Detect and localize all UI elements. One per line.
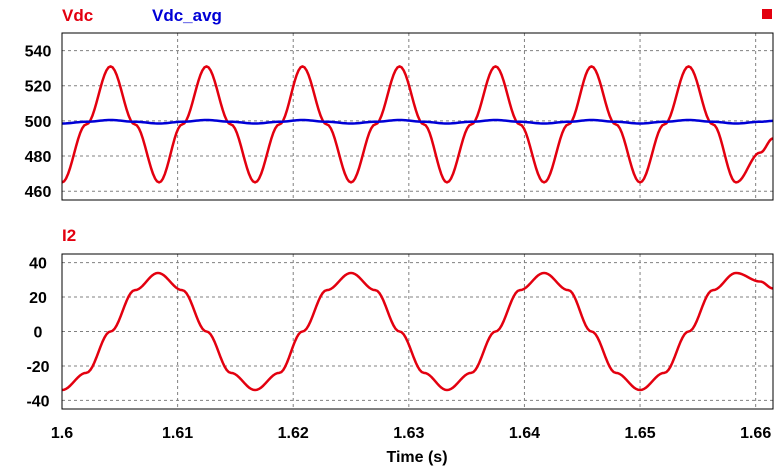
- frame-bottom: [61, 253, 774, 410]
- x-tick-label: 1.6: [51, 425, 73, 442]
- y-tick-label: 480: [25, 149, 52, 166]
- x-axis-label: Time (s): [386, 449, 447, 466]
- series-line-i2: [61, 271, 774, 392]
- series-line-vdc-avg: [61, 118, 774, 125]
- series-bottom: [61, 271, 774, 392]
- x-tick-label: 1.62: [278, 425, 309, 442]
- x-tick-label: 1.63: [393, 425, 424, 442]
- y-tick-label: -20: [26, 359, 49, 376]
- legend-vdc-avg[interactable]: Vdc_avg: [152, 6, 222, 25]
- series-top: [61, 65, 774, 184]
- y-tick-label: 520: [25, 79, 52, 96]
- x-tick-label: 1.61: [162, 425, 193, 442]
- legend-vdc[interactable]: Vdc: [62, 6, 93, 25]
- x-tick-label: 1.64: [509, 425, 540, 442]
- y-axis-bottom: 40 20 0 -20 -40: [26, 256, 49, 411]
- y-tick-label: 20: [29, 290, 47, 307]
- series-line-vdc: [61, 65, 774, 184]
- y-tick-label: 500: [25, 114, 52, 131]
- grid-bottom: [62, 254, 773, 409]
- panel-vdc: Vdc Vdc_avg 540 520 500 480 460: [25, 6, 774, 202]
- x-axis: 1.6 1.61 1.62 1.63 1.64 1.65 1.66: [51, 425, 771, 442]
- y-tick-label: -40: [26, 393, 49, 410]
- legend-i2[interactable]: I2: [62, 226, 76, 245]
- x-tick-label: 1.65: [624, 425, 655, 442]
- y-tick-label: 460: [25, 184, 52, 201]
- y-tick-label: 0: [34, 325, 43, 342]
- y-tick-label: 540: [25, 44, 52, 61]
- frame-top: [61, 32, 774, 201]
- top-right-marker[interactable]: [762, 9, 772, 19]
- y-tick-label: 40: [29, 256, 47, 273]
- x-tick-label: 1.66: [740, 425, 771, 442]
- y-axis-top: 540 520 500 480 460: [25, 44, 52, 202]
